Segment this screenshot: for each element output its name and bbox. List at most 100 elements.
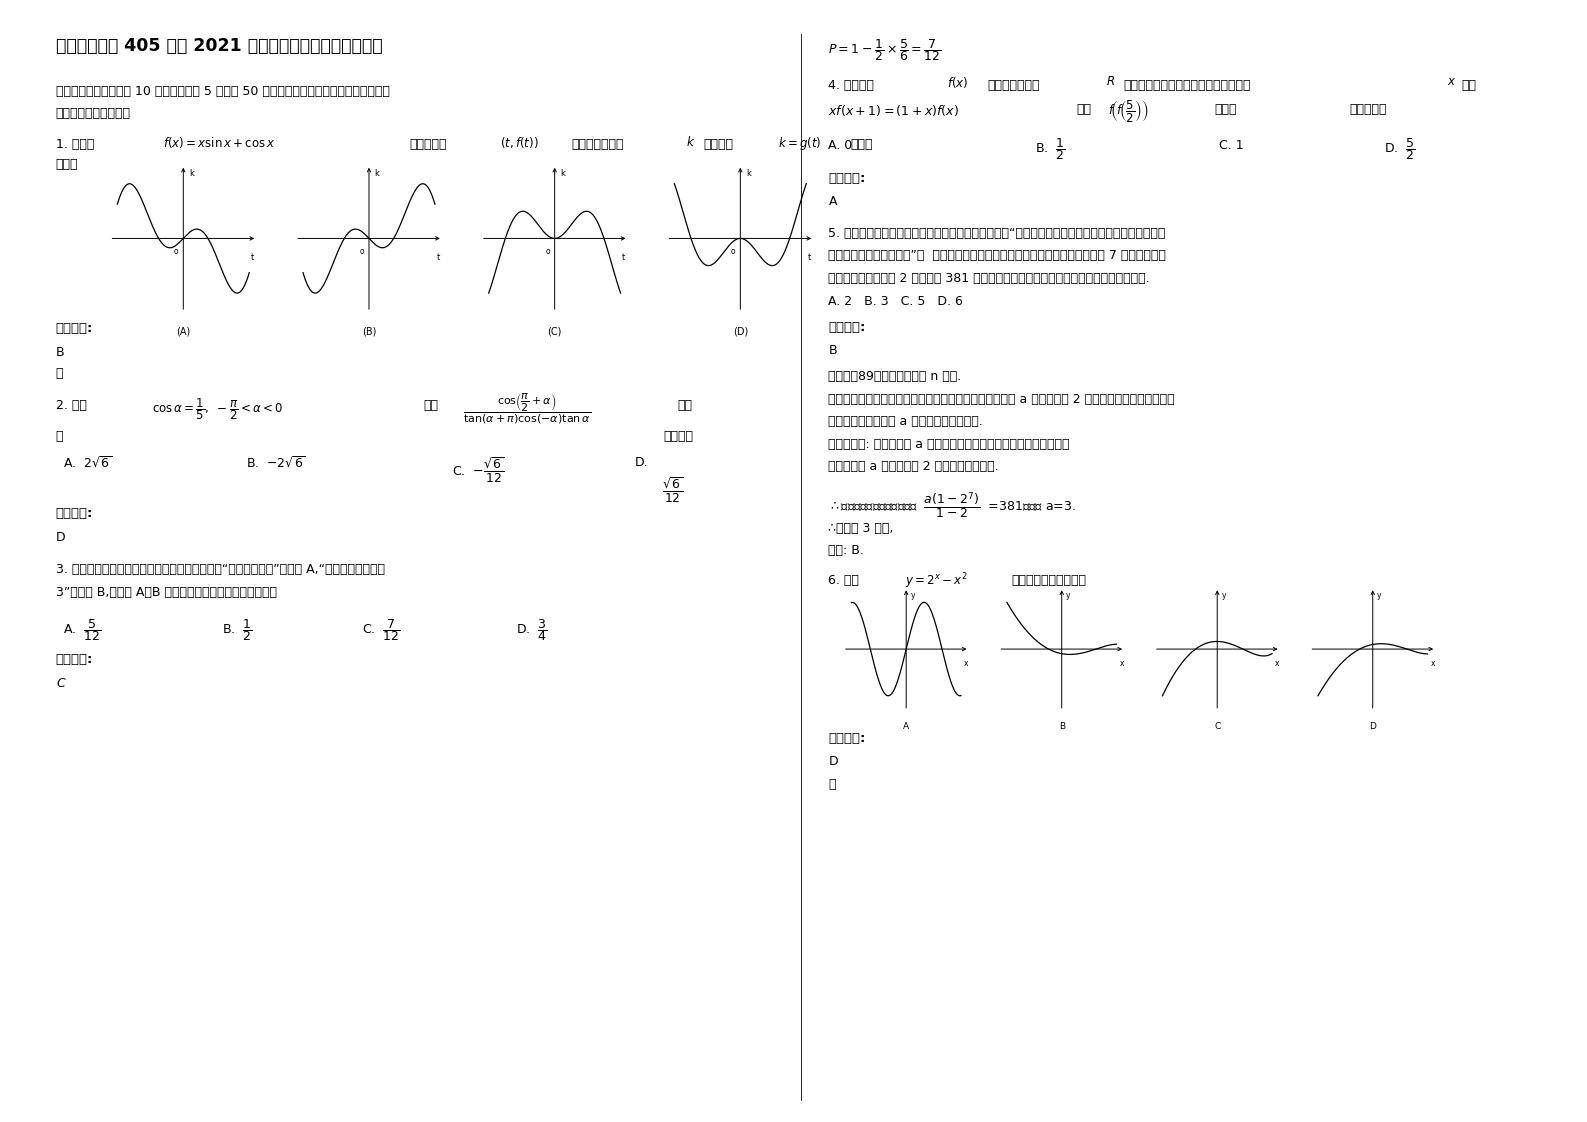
Text: （　　）: （ ） [663,430,694,443]
Text: 参考答案:: 参考答案: [56,322,94,335]
Text: 略: 略 [828,778,836,791]
Text: $xf(x+1) = (1+x)f(x)$: $xf(x+1) = (1+x)f(x)$ [828,103,959,118]
Text: 参考答案:: 参考答案: [828,732,867,745]
Text: $\dfrac{\cos\!\left(\dfrac{\pi}{2}+\alpha\right)}{\tan(\alpha+\pi)\cos(-\alpha)\: $\dfrac{\cos\!\left(\dfrac{\pi}{2}+\alph… [463,392,592,426]
Text: D: D [828,755,838,769]
Text: 6. 函数: 6. 函数 [828,574,859,588]
Text: $P = 1 - \dfrac{1}{2} \times \dfrac{5}{6} = \dfrac{7}{12}$: $P = 1 - \dfrac{1}{2} \times \dfrac{5}{6… [828,37,943,63]
Text: A. 0: A. 0 [828,139,852,153]
Text: D.: D. [635,456,649,469]
Text: D: D [56,531,65,544]
Text: 参考答案:: 参考答案: [828,321,867,334]
Text: 1. 设函数: 1. 设函数 [56,138,94,151]
Text: 的红灯数是上一层的 2 倍，共有 381 盏灯，问塔顶有几盏灯？你算出顶层有（　　）盏灯.: 的红灯数是上一层的 2 倍，共有 381 盏灯，问塔顶有几盏灯？你算出顶层有（ … [828,272,1151,285]
Text: D.  $\dfrac{3}{4}$: D. $\dfrac{3}{4}$ [516,617,548,643]
Text: $\cos\alpha = \dfrac{1}{5},\ -\dfrac{\pi}{2} < \alpha < 0$: $\cos\alpha = \dfrac{1}{5},\ -\dfrac{\pi… [152,396,284,422]
Text: k: k [746,169,751,178]
Text: 参考答案:: 参考答案: [828,172,867,185]
Text: k: k [560,169,565,178]
Text: 处切线的斜率为: 处切线的斜率为 [571,138,624,151]
Text: B: B [56,346,63,359]
Text: $k = g(t)$: $k = g(t)$ [778,135,820,151]
Text: t: t [808,254,811,263]
Text: 是一个符合题目要求的: 是一个符合题目要求的 [56,107,130,120]
Text: 参考答案:: 参考答案: [56,507,94,521]
Text: 【考点〈89；等比数列的前 n 项和.: 【考点〈89；等比数列的前 n 项和. [828,370,962,384]
Text: B: B [828,344,836,358]
Text: (D): (D) [733,327,747,337]
Text: D: D [1370,723,1376,732]
Text: (A): (A) [176,327,190,337]
Text: $x$: $x$ [1447,75,1457,89]
Text: 的值: 的值 [678,399,692,413]
Text: o: o [546,247,551,256]
Text: 5. 在明朝程大位《算法统宗》中有这样的一首歌謡：“远看巤巤塔七层，红光点点倍加增，共灯三百: 5. 在明朝程大位《算法统宗》中有这样的一首歌謡：“远看巤巤塔七层，红光点点倍加… [828,227,1166,240]
Text: k: k [375,169,379,178]
Text: 数列的求和公式可得 a 的方程，解方程可得.: 数列的求和公式可得 a 的方程，解方程可得. [828,415,984,429]
Text: o: o [175,247,179,256]
Text: ，则函数: ，则函数 [703,138,733,151]
Text: A: A [828,195,836,209]
Text: ，则: ，则 [1076,103,1090,117]
Text: 上的不恒为零的偶函数，且对任意实数: 上的不恒为零的偶函数，且对任意实数 [1124,79,1251,92]
Text: 的图像在点: 的图像在点 [409,138,448,151]
Text: B: B [1059,723,1065,732]
Text: 2. 已知: 2. 已知 [56,399,86,413]
Text: $k$: $k$ [686,135,695,148]
Text: 4. 已知函数: 4. 已知函数 [828,79,874,92]
Text: A: A [903,723,909,732]
Text: D.  $\dfrac{5}{2}$: D. $\dfrac{5}{2}$ [1384,136,1416,162]
Text: x: x [1274,659,1279,668]
Text: 【分析】由题意知第七层至第一层的灯的盏数构成一个以 a 为首项，以 2 为公比的等比数列，由等比: 【分析】由题意知第七层至第一层的灯的盏数构成一个以 a 为首项，以 2 为公比的… [828,393,1174,406]
Text: $(t, f(t))$: $(t, f(t))$ [500,135,538,149]
Text: 3”为事件 B,则事件 A，B 中至少有一个发生的概率是（　）: 3”为事件 B,则事件 A，B 中至少有一个发生的概率是（ ） [56,586,276,599]
Text: 构成一个以 a 为首项，以 2 为公比的等比数列.: 构成一个以 a 为首项，以 2 为公比的等比数列. [828,460,1000,473]
Text: (C): (C) [548,327,562,337]
Text: $f(x) = x\sin x + \cos x$: $f(x) = x\sin x + \cos x$ [163,135,276,149]
Text: y: y [1066,590,1071,599]
Text: C. 1: C. 1 [1219,139,1244,153]
Text: (B): (B) [362,327,376,337]
Text: o: o [732,247,736,256]
Text: 3. 投掷一枚均匀硬币和一枚均匀骰子各一次，记“硬币正面向上”为事件 A,“骰子向上的点数是: 3. 投掷一枚均匀硬币和一枚均匀骰子各一次，记“硬币正面向上”为事件 A,“骰子… [56,563,384,577]
Text: t: t [251,254,254,263]
Text: C: C [1214,723,1220,732]
Text: ∴顶层有 3 盏灯,: ∴顶层有 3 盏灯, [828,522,893,535]
Text: $C$: $C$ [56,677,67,690]
Text: 八十一，请问尖头几盏灯”，  这首古诗描述的这个宝塔古称浮屠，本题说它一共有 7 层，每层悬挂: 八十一，请问尖头几盏灯”， 这首古诗描述的这个宝塔古称浮屠，本题说它一共有 7 … [828,249,1166,263]
Text: t: t [436,254,440,263]
Text: ，则: ，则 [424,399,438,413]
Text: B.  $\dfrac{1}{2}$: B. $\dfrac{1}{2}$ [1035,136,1065,162]
Text: C.  $-\dfrac{\sqrt{6}}{12}$: C. $-\dfrac{\sqrt{6}}{12}$ [452,456,505,485]
Text: A.  $\dfrac{5}{12}$: A. $\dfrac{5}{12}$ [63,617,102,643]
Text: x: x [963,659,968,668]
Text: y: y [1222,590,1227,599]
Text: 【解答】解: 设第七层有 a 盏灯，由题意知第七层至第一层的灯的盏数: 【解答】解: 设第七层有 a 盏灯，由题意知第七层至第一层的灯的盏数 [828,438,1070,451]
Text: $R$: $R$ [1106,75,1116,89]
Text: 为: 为 [56,430,63,443]
Text: $\therefore$由等比数列的求和公式可得  $\dfrac{a(1-2^7)}{1-2}$  =381，解得 a=3.: $\therefore$由等比数列的求和公式可得 $\dfrac{a(1-2^7… [828,490,1076,521]
Text: 的部分: 的部分 [851,138,873,151]
Text: $\dfrac{\sqrt{6}}{12}$: $\dfrac{\sqrt{6}}{12}$ [662,476,682,505]
Text: x: x [1430,659,1435,668]
Text: y: y [911,590,916,599]
Text: y: y [1378,590,1382,599]
Text: 一、选择题：本大题共 10 小题，每小题 5 分，共 50 分。在每小题给出的四个选项中，只有: 一、选择题：本大题共 10 小题，每小题 5 分，共 50 分。在每小题给出的四… [56,85,389,99]
Text: 的图象大致为（　　）: 的图象大致为（ ） [1011,574,1086,588]
Text: $y = 2^x - x^2$: $y = 2^x - x^2$ [905,571,968,590]
Text: C.  $\dfrac{7}{12}$: C. $\dfrac{7}{12}$ [362,617,400,643]
Text: t: t [622,254,625,263]
Text: $f(x)$: $f(x)$ [947,75,968,90]
Text: $f\!\left(f\!\left(\dfrac{5}{2}\right)\right)$: $f\!\left(f\!\left(\dfrac{5}{2}\right)\r… [1108,98,1149,123]
Text: A. 2   B. 3   C. 5   D. 6: A. 2 B. 3 C. 5 D. 6 [828,295,963,309]
Text: 参考答案:: 参考答案: [56,653,94,666]
Text: A.  $2\sqrt{6}$: A. $2\sqrt{6}$ [63,456,113,471]
Text: o: o [360,247,365,256]
Text: x: x [1119,659,1124,668]
Text: 略: 略 [56,367,63,380]
Text: 的值是: 的值是 [1214,103,1236,117]
Text: 图像为: 图像为 [56,158,78,172]
Text: 都有: 都有 [1462,79,1476,92]
Text: 是定义在实数集: 是定义在实数集 [987,79,1039,92]
Text: k: k [189,169,194,178]
